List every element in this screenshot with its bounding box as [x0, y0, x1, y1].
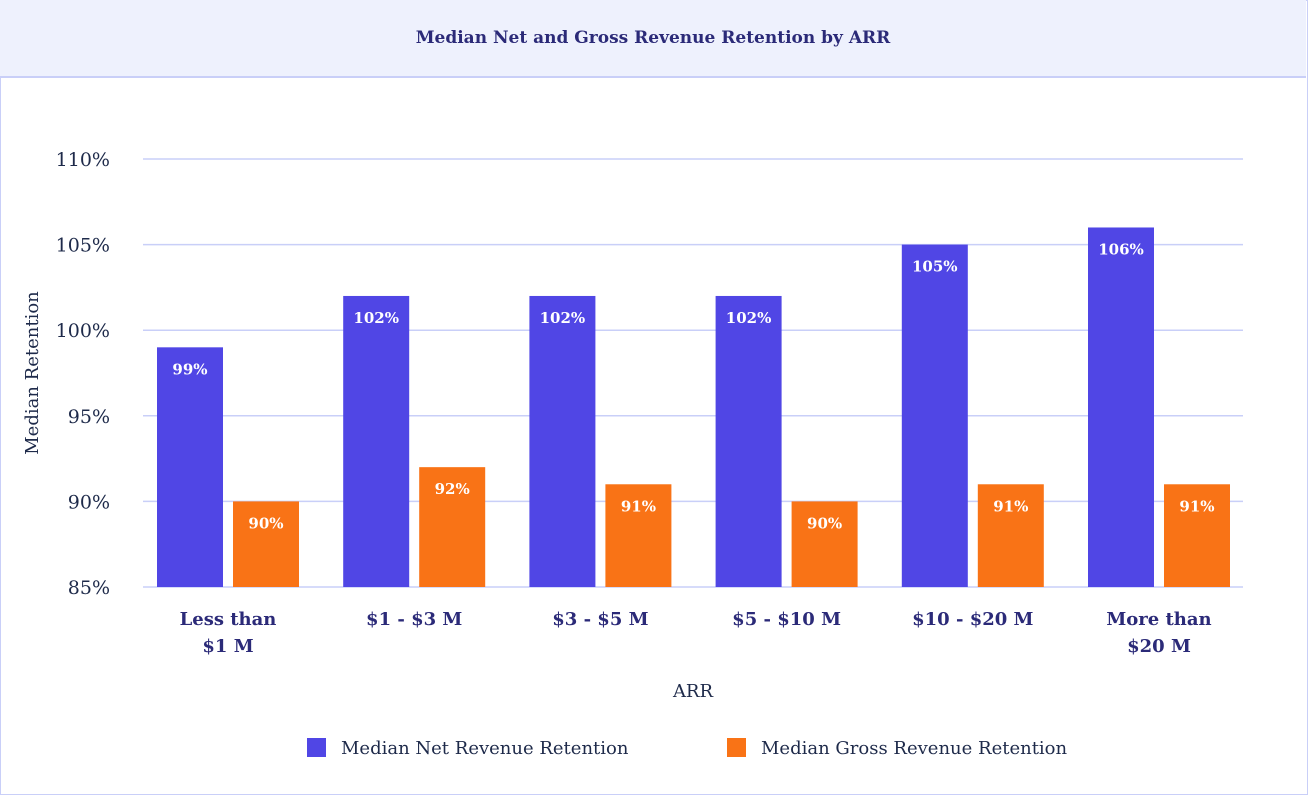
y-tick-label: 90% [68, 491, 110, 513]
x-tick-label: $3 - $5 M [552, 609, 648, 630]
gross-retention-bar [977, 484, 1044, 587]
y-tick-label: 95% [68, 406, 110, 428]
net-retention-bar [715, 295, 782, 587]
x-tick-label: $1 - $3 M [366, 609, 462, 630]
data-label: 92% [435, 480, 470, 498]
gross-retention-bar [419, 467, 486, 587]
data-label: 102% [726, 309, 772, 327]
data-label: 105% [912, 258, 958, 276]
net-retention-bar [343, 295, 410, 587]
y-tick-label: 85% [68, 577, 110, 599]
data-label: 90% [248, 514, 283, 532]
gross-retention-bar [1164, 484, 1230, 587]
data-label: 102% [540, 309, 586, 327]
data-label: 91% [993, 497, 1028, 515]
x-tick-label: $1 M [202, 636, 253, 657]
legend-label: Median Gross Revenue Retention [761, 738, 1068, 759]
data-label: 99% [172, 360, 207, 378]
x-tick-label: $20 M [1127, 636, 1191, 657]
y-tick-label: 110% [56, 149, 110, 171]
y-tick-label: 105% [56, 235, 110, 257]
gross-retention-bar [791, 501, 858, 587]
x-tick-label: $10 - $20 M [912, 609, 1033, 630]
data-label: 102% [353, 309, 399, 327]
x-tick-label: $5 - $10 M [732, 609, 841, 630]
y-axis-title: Median Retention [22, 291, 43, 455]
chart-title: Median Net and Gross Revenue Retention b… [415, 28, 891, 48]
y-tick-label: 100% [56, 320, 110, 342]
data-label: 106% [1098, 240, 1144, 258]
net-retention-bar [1088, 227, 1154, 588]
legend-swatch [727, 738, 746, 757]
legend-swatch [307, 738, 326, 757]
data-label: 91% [1179, 497, 1214, 515]
legend-label: Median Net Revenue Retention [341, 738, 629, 759]
data-label: 91% [621, 497, 656, 515]
chart-header: Median Net and Gross Revenue Retention b… [0, 0, 1306, 78]
x-tick-label: Less than [180, 609, 277, 630]
gross-retention-bar [605, 484, 672, 587]
x-tick-label: More than [1106, 609, 1211, 630]
net-retention-bar [529, 295, 596, 587]
net-retention-bar [901, 244, 968, 587]
x-axis-title: ARR [672, 681, 714, 702]
data-label: 90% [807, 514, 842, 532]
gross-retention-bar [233, 501, 299, 587]
net-retention-bar [157, 347, 223, 587]
